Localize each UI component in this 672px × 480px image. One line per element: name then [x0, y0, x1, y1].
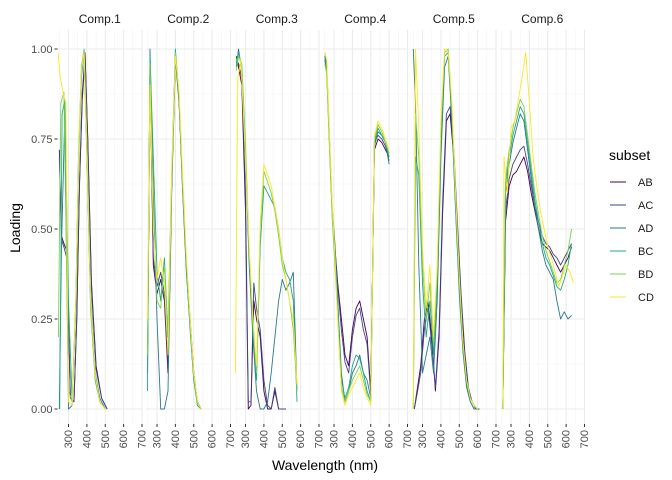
facet-panel-4: Comp.4 300 400 500 600 700 — [323, 12, 414, 448]
legend-label: BC — [638, 246, 653, 258]
x-tick-label: 600 — [295, 430, 307, 448]
facet-panels: Comp.1 300 400 500 600 700 Comp.2 300 400 500 600 7… — [57, 12, 591, 448]
x-axis-label: Wavelength (nm) — [272, 457, 378, 473]
x-tick-label: 500 — [100, 430, 112, 448]
x-tick-label: 300 — [329, 430, 341, 448]
y-axis: 0.00 0.25 0.50 0.75 1.00 — [31, 44, 58, 416]
x-tick-label: 400 — [81, 430, 93, 448]
x-tick-label: 600 — [118, 430, 130, 448]
panel-area — [500, 30, 585, 424]
series-line-CD — [324, 52, 390, 406]
series-line-AD — [502, 113, 572, 410]
facet-panel-1: Comp.1 300 400 500 600 700 — [57, 12, 149, 448]
series-line-CD — [147, 55, 202, 410]
panel-area — [146, 30, 231, 424]
panel-area — [234, 30, 319, 424]
facet-title: Comp.4 — [344, 12, 386, 26]
legend-entry-AD: AD — [610, 223, 653, 235]
x-tick-label: 400 — [524, 430, 536, 448]
x-tick-label: 400 — [435, 430, 447, 448]
facet-panel-5: Comp.5 300 400 500 600 700 — [411, 12, 503, 448]
facet-panel-3: Comp.3 300 400 500 600 700 — [234, 12, 326, 448]
facet-panel-2: Comp.2 300 400 500 600 700 — [146, 12, 237, 448]
x-tick-label: 700 — [491, 430, 503, 448]
x-tick-label: 500 — [277, 430, 289, 448]
series-lines — [234, 48, 298, 410]
series-line-AC — [58, 52, 108, 410]
panel-area — [57, 30, 142, 424]
legend: subset AB AC AD BC BD CD — [609, 147, 654, 304]
series-line-AD — [412, 48, 478, 410]
legend-entry-CD: CD — [610, 292, 654, 304]
y-tick-label: 1.00 — [31, 44, 52, 56]
series-line-BD — [324, 63, 390, 403]
x-tick-label: 300 — [63, 430, 75, 448]
legend-label: CD — [638, 292, 654, 304]
series-line-CD — [502, 52, 574, 410]
x-tick-label: 500 — [188, 430, 200, 448]
y-tick-label: 0.50 — [31, 224, 52, 236]
legend-entry-BC: BC — [610, 246, 653, 258]
x-tick-label: 700 — [402, 430, 414, 448]
y-tick-label: 0.25 — [31, 314, 52, 326]
legend-entry-BD: BD — [610, 269, 653, 281]
facet-title: Comp.6 — [521, 12, 563, 26]
series-lines — [412, 48, 480, 410]
legend-label: AB — [638, 177, 653, 189]
x-tick-label: 300 — [417, 430, 429, 448]
x-tick-label: 500 — [454, 430, 466, 448]
y-axis-label: Loading — [7, 203, 23, 253]
series-line-CD — [234, 59, 298, 384]
y-tick-label: 0.00 — [31, 404, 52, 416]
x-tick-label: 500 — [365, 430, 377, 448]
series-line-BC — [502, 106, 573, 410]
x-tick-label: 300 — [152, 430, 164, 448]
x-tick-label: 400 — [347, 430, 359, 448]
x-tick-label: 600 — [561, 430, 573, 448]
legend-label: AC — [638, 200, 653, 212]
x-tick-label: 600 — [472, 430, 484, 448]
legend-title: subset — [609, 147, 650, 163]
x-tick-label: 600 — [384, 430, 396, 448]
series-line-CD — [412, 48, 478, 410]
y-tick-label: 0.75 — [31, 134, 52, 146]
legend-label: BD — [638, 269, 653, 281]
legend-label: AD — [638, 223, 653, 235]
series-line-BD — [502, 98, 573, 410]
x-tick-label: 400 — [170, 430, 182, 448]
x-tick-label: 300 — [240, 430, 252, 448]
legend-entry-AC: AC — [610, 200, 653, 212]
series-lines — [147, 48, 202, 410]
x-tick-label: 300 — [506, 430, 518, 448]
x-tick-label: 600 — [207, 430, 219, 448]
x-tick-label: 700 — [314, 430, 326, 448]
series-lines — [57, 48, 108, 410]
facet-title: Comp.2 — [167, 12, 209, 26]
facet-title: Comp.5 — [433, 12, 475, 26]
legend-entry-AB: AB — [610, 177, 653, 189]
facet-panel-6: Comp.6 300 400 500 600 700 — [500, 12, 591, 448]
series-line-AC — [502, 145, 573, 410]
facet-title: Comp.1 — [79, 12, 121, 26]
x-tick-label: 400 — [258, 430, 270, 448]
x-tick-label: 700 — [137, 430, 149, 448]
facet-title: Comp.3 — [256, 12, 298, 26]
x-tick-label: 700 — [225, 430, 237, 448]
series-lines — [502, 52, 574, 410]
panel-area — [323, 30, 408, 424]
series-lines — [324, 52, 390, 406]
series-line-CD — [57, 52, 106, 410]
x-tick-label: 700 — [579, 430, 591, 448]
x-tick-label: 500 — [542, 430, 554, 448]
